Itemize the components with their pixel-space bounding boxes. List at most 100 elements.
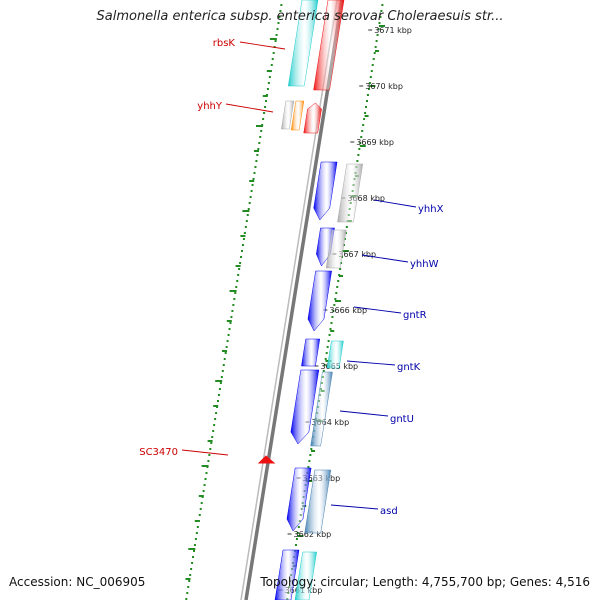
gc-dot-left bbox=[271, 58, 274, 60]
gc-dot-right bbox=[378, 22, 381, 24]
gc-dash bbox=[249, 180, 255, 182]
gc-dot-left bbox=[212, 430, 215, 432]
scale-tick-label: 3670 kbp bbox=[365, 82, 403, 91]
gc-dot-right bbox=[361, 130, 364, 132]
leader-line-gntK bbox=[346, 360, 396, 366]
gc-dash bbox=[254, 150, 259, 152]
gene-label-yhhY: yhhY bbox=[197, 101, 223, 112]
gc-dot-left bbox=[211, 436, 214, 438]
gc-dot-left bbox=[222, 364, 225, 366]
scale-tick-label: 3666 kbp bbox=[329, 306, 367, 315]
gc-dash bbox=[242, 210, 250, 212]
gc-dot-right bbox=[363, 118, 366, 120]
gc-dash bbox=[229, 290, 237, 292]
gc-dot-right bbox=[325, 352, 328, 354]
gc-dot-left bbox=[217, 400, 219, 402]
gc-dot-right bbox=[357, 154, 360, 156]
gc-dot-left bbox=[203, 484, 206, 486]
gc-dot-left bbox=[199, 508, 202, 510]
gc-dot-left bbox=[275, 34, 278, 36]
gc-dot-left bbox=[279, 10, 282, 12]
gene-blue-yhhW bbox=[316, 227, 335, 267]
gc-dot-left bbox=[193, 550, 195, 552]
gc-dash bbox=[266, 70, 272, 72]
gc-dash bbox=[213, 405, 219, 407]
gc-dot-left bbox=[270, 64, 273, 66]
gc-dot-left bbox=[242, 238, 245, 240]
gc-dot-left bbox=[204, 478, 207, 480]
gc-dot-left bbox=[196, 526, 199, 528]
gc-dot-left bbox=[215, 412, 218, 414]
gc-dot-left bbox=[213, 424, 216, 426]
gc-dot-left bbox=[246, 214, 249, 216]
gene-gray-yhhY bbox=[281, 100, 295, 130]
gc-dot-left bbox=[219, 382, 222, 384]
gc-dash bbox=[226, 320, 232, 322]
gc-dot-left bbox=[232, 304, 235, 306]
gc-dot-right bbox=[295, 538, 298, 540]
gc-dot-left bbox=[272, 52, 275, 54]
gene-label-SC3470: SC3470 bbox=[139, 447, 178, 458]
gc-dot-left bbox=[186, 592, 189, 594]
gene-red-SC3470 bbox=[257, 455, 276, 464]
gene-steel-asd bbox=[304, 469, 332, 534]
gc-dot-left bbox=[238, 268, 241, 270]
gc-dot-right bbox=[373, 52, 376, 54]
gc-dot-right bbox=[334, 298, 337, 300]
gc-dash bbox=[359, 145, 366, 147]
gc-dot-left bbox=[195, 532, 198, 534]
gc-dash bbox=[215, 380, 223, 382]
gc-dot-left bbox=[228, 328, 231, 330]
gc-dot-left bbox=[224, 352, 227, 354]
gene-gray-yhhW bbox=[325, 229, 347, 269]
backbone-inner bbox=[240, 0, 338, 600]
gc-dot-right bbox=[309, 454, 312, 456]
gc-dot-right bbox=[356, 160, 359, 162]
gc-dot-right bbox=[307, 466, 310, 468]
gc-dot-right bbox=[331, 316, 334, 318]
gc-dash bbox=[335, 300, 341, 302]
gc-dot-left bbox=[264, 106, 267, 108]
gc-dot-left bbox=[258, 142, 261, 144]
gc-dash bbox=[364, 115, 369, 117]
gc-dot-left bbox=[241, 250, 243, 252]
gc-dot-left bbox=[227, 334, 230, 336]
gc-dot-left bbox=[230, 316, 233, 318]
gc-dot-right bbox=[308, 460, 311, 462]
gc-dot-right bbox=[329, 328, 332, 330]
gc-dot-left bbox=[253, 172, 256, 174]
gc-dot-left bbox=[198, 514, 201, 516]
scale-tick-label: 3667 kbp bbox=[338, 250, 376, 259]
gc-dot-right bbox=[333, 304, 336, 306]
gene-label-rbsK: rbsK bbox=[213, 38, 236, 49]
gc-dot-right bbox=[372, 58, 375, 60]
gc-dot-left bbox=[239, 262, 242, 264]
gene-blue-gntU bbox=[290, 369, 320, 445]
gc-dot-left bbox=[214, 418, 217, 420]
gc-dot-left bbox=[259, 136, 262, 138]
gc-dot-left bbox=[251, 184, 254, 186]
gc-dot-right bbox=[360, 136, 363, 138]
gene-blue-yhhX bbox=[313, 161, 338, 221]
leader-line-gntR bbox=[353, 306, 402, 314]
gc-dot-left bbox=[210, 442, 213, 444]
gc-dash bbox=[185, 578, 191, 580]
gc-dot-left bbox=[247, 208, 250, 210]
gene-cyan-gntK bbox=[326, 340, 344, 369]
gc-dot-left bbox=[233, 298, 236, 300]
gc-dot-left bbox=[268, 76, 271, 78]
gene-label-gntR: gntR bbox=[403, 310, 427, 321]
gc-dot-right bbox=[336, 286, 339, 288]
gc-dot-left bbox=[240, 256, 243, 258]
scale-tick-label: 3664 kbp bbox=[311, 418, 349, 427]
gc-dot-right bbox=[369, 76, 372, 78]
gc-dot-right bbox=[330, 322, 333, 324]
gc-dot-right bbox=[366, 94, 369, 96]
gc-dot-left bbox=[202, 490, 205, 492]
gc-dot-left bbox=[263, 112, 266, 114]
gc-dot-left bbox=[243, 232, 246, 234]
gc-dash bbox=[297, 535, 304, 537]
gc-dot-left bbox=[231, 310, 234, 312]
gc-dot-left bbox=[244, 226, 247, 228]
